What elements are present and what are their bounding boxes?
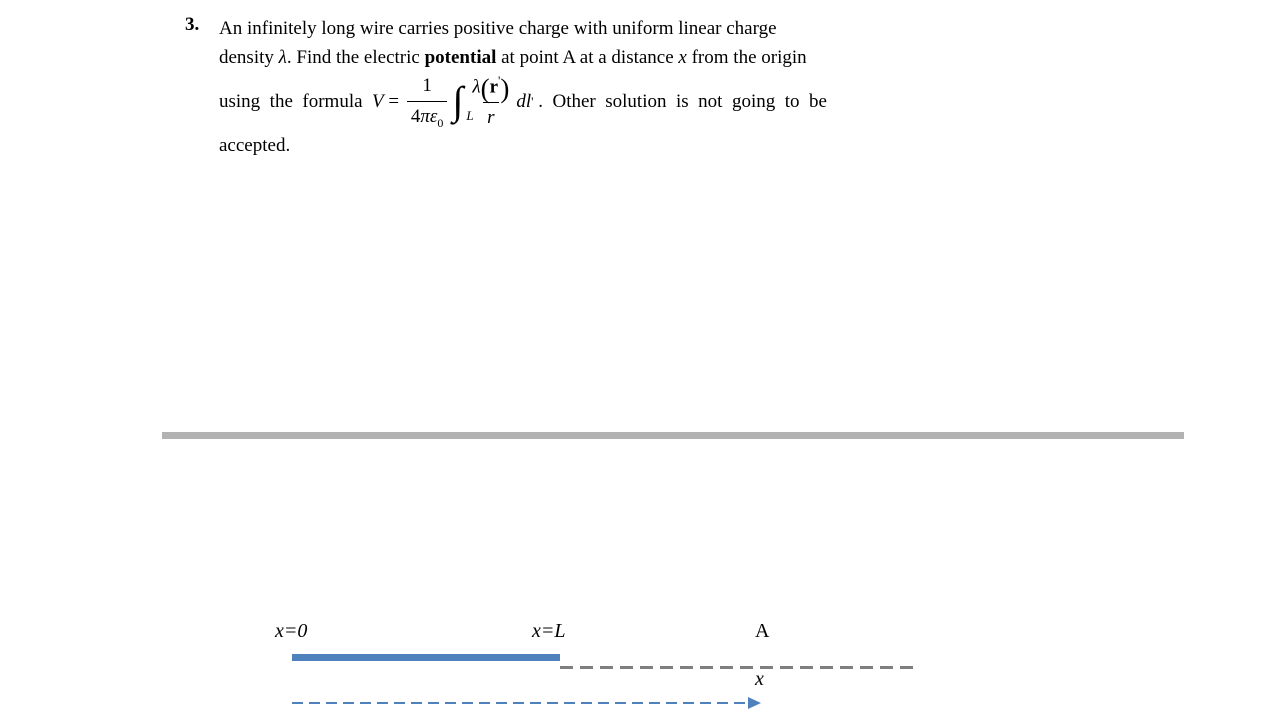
text-line1: An infinitely long wire carries positive… bbox=[219, 18, 777, 39]
frac2-bot: r bbox=[483, 102, 498, 132]
arrow-right-icon bbox=[748, 697, 761, 709]
dl: dl bbox=[516, 87, 531, 116]
V-var: V bbox=[372, 87, 384, 116]
problem-text: 3. An infinitely long wire carries posit… bbox=[185, 14, 1145, 160]
label-xL: x=L bbox=[532, 620, 566, 643]
frac2-top: λ(r') bbox=[468, 71, 513, 102]
int-lower: L bbox=[466, 106, 473, 126]
diagram: x=0 x=L A x bbox=[260, 600, 960, 710]
label-x-axis: x bbox=[755, 668, 764, 691]
text-line2a: density bbox=[219, 47, 279, 68]
lambda2: λ bbox=[472, 76, 480, 97]
potential-bold: potential bbox=[425, 47, 497, 68]
horizontal-rule bbox=[162, 432, 1184, 439]
label-x0: x=0 bbox=[275, 620, 307, 643]
frac1-top: 1 bbox=[418, 71, 436, 100]
pi: π bbox=[420, 106, 430, 127]
frac1-bot: 4πε0 bbox=[407, 101, 448, 132]
wire-segment bbox=[292, 654, 560, 661]
text-line2d: from the origin bbox=[687, 47, 807, 68]
text-line2c: at point A at a distance bbox=[496, 47, 678, 68]
text-line2b: . Find the electric bbox=[287, 47, 425, 68]
integral-icon: ∫ L bbox=[452, 81, 463, 123]
four: 4 bbox=[411, 106, 421, 127]
label-A: A bbox=[755, 620, 769, 643]
problem-number: 3. bbox=[185, 14, 219, 36]
frac-coeff: 1 4πε0 bbox=[407, 71, 448, 132]
r-bold: r bbox=[490, 76, 498, 97]
frac-integrand: λ(r') r bbox=[468, 71, 513, 133]
problem-body: An infinitely long wire carries positive… bbox=[219, 14, 1145, 160]
text-line3b: . Other solution is not going to be bbox=[534, 87, 827, 116]
text-line3a: using the formula bbox=[219, 87, 372, 116]
zero-sub: 0 bbox=[437, 116, 443, 130]
text-line4: accepted. bbox=[219, 135, 290, 156]
x-var: x bbox=[678, 47, 686, 68]
lambda-symbol: λ bbox=[279, 47, 287, 68]
formula: V = 1 4πε0 ∫ L λ(r') bbox=[372, 71, 533, 133]
problem-row: 3. An infinitely long wire carries posit… bbox=[185, 14, 1145, 160]
equals: = bbox=[384, 87, 404, 116]
